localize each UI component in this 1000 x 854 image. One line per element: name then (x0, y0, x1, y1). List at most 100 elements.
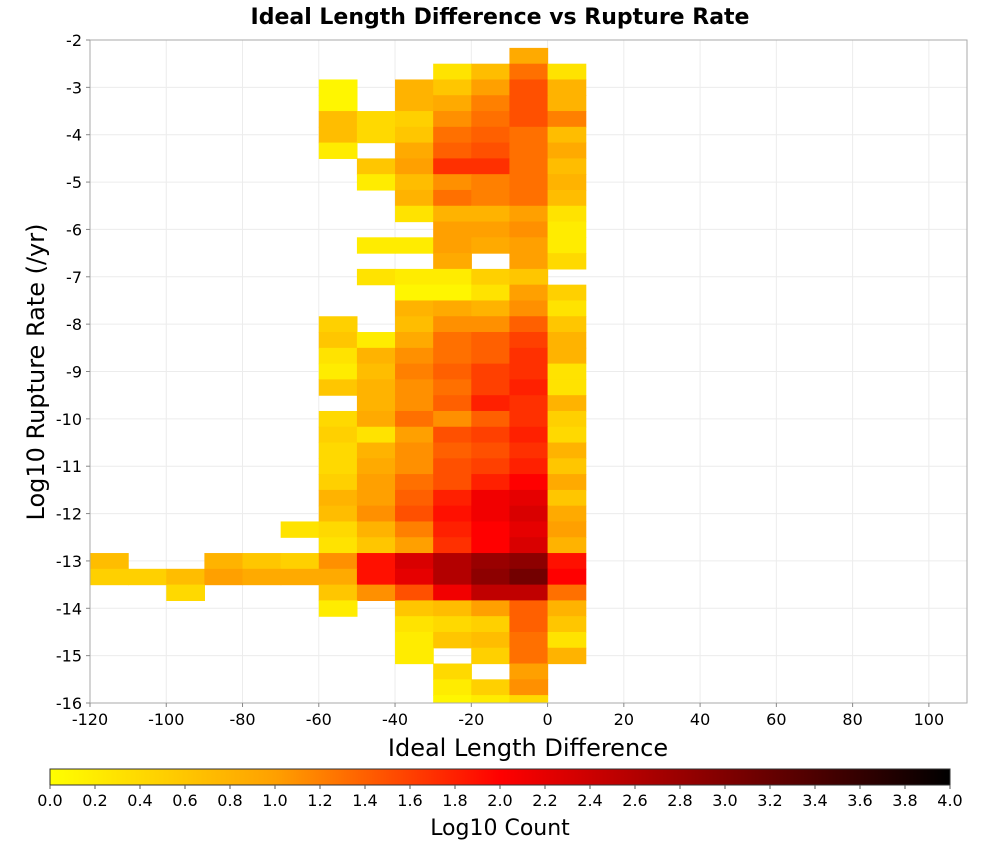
y-tick-label: -8 (66, 315, 82, 334)
heatmap-cell (433, 474, 472, 491)
heatmap-cell (471, 584, 511, 601)
heatmap-cell (433, 458, 472, 475)
heatmap-cell (433, 426, 472, 444)
heatmap-cell (395, 489, 434, 507)
heatmap-cell (471, 505, 511, 523)
heatmap-cell (547, 111, 587, 128)
heatmap-cell (356, 347, 396, 365)
y-tick-label: -2 (66, 31, 82, 50)
heatmap-cell (509, 221, 549, 238)
heatmap-cell (318, 332, 358, 349)
heatmap-cell (509, 332, 549, 349)
heatmap-cell (471, 395, 511, 412)
heatmap-cell (395, 505, 434, 523)
heatmap-cell (471, 111, 511, 128)
heatmap-cell (395, 79, 434, 96)
heatmap-cell (433, 442, 472, 459)
heatmap-cell (471, 158, 511, 175)
heatmap-cell (166, 584, 205, 601)
heatmap-cell (395, 395, 434, 412)
heatmap-cell (509, 426, 549, 444)
heatmap-cell (471, 205, 511, 223)
colorbar-ticks: 0.0 0.2 0.4 0.6 0.8 1.0 1.2 1.4 1.6 1.8 2.0 2.2 2.4 2… (37, 785, 963, 810)
heatmap-cell (509, 142, 549, 159)
heatmap-cell (356, 174, 396, 191)
heatmap-cell (509, 537, 549, 554)
heatmap-cell (128, 568, 167, 586)
heatmap-cell (509, 63, 549, 81)
heatmap-cell (395, 568, 434, 586)
heatmap-cell (395, 126, 434, 144)
heatmap-cell (509, 126, 549, 144)
heatmap-cell (395, 647, 434, 665)
heatmap-cell (433, 489, 472, 507)
heatmap-cell (509, 474, 549, 491)
heatmap-cell (509, 237, 549, 254)
heatmap-cell (395, 111, 434, 128)
heatmap-cell (356, 568, 396, 586)
heatmap-cell (395, 95, 434, 112)
heatmap-cell (471, 553, 511, 570)
x-tick-label: 20 (614, 710, 634, 729)
heatmap-cell (471, 474, 511, 491)
y-tick-label: -13 (56, 552, 82, 571)
heatmap-cells (90, 47, 587, 743)
x-tick-label: -20 (458, 710, 484, 729)
heatmap-cell (318, 553, 358, 570)
heatmap-cell (433, 111, 472, 128)
heatmap-cell (547, 300, 587, 317)
heatmap-cell (433, 79, 472, 96)
heatmap-cell (509, 647, 549, 665)
heatmap-cell (471, 631, 511, 649)
heatmap-cell (356, 126, 396, 144)
heatmap-cell (509, 410, 549, 428)
colorbar-tick-label: 0.4 (127, 791, 152, 810)
heatmap-cell (547, 600, 587, 617)
heatmap-cell (356, 379, 396, 396)
heatmap-cell (547, 537, 587, 554)
heatmap-cell (547, 379, 587, 396)
heatmap-cell (395, 426, 434, 444)
heatmap-cell (433, 568, 472, 586)
x-tick-label: -80 (229, 710, 255, 729)
heatmap-cell (509, 79, 549, 96)
heatmap-cell (509, 363, 549, 380)
heatmap-cell (547, 126, 587, 144)
heatmap-cell (433, 363, 472, 380)
heatmap-cell (395, 616, 434, 633)
heatmap-cell (471, 63, 511, 81)
y-tick-label: -9 (66, 363, 82, 382)
heatmap-cell (547, 489, 587, 507)
heatmap-cell (395, 205, 434, 223)
heatmap-cell (395, 332, 434, 349)
heatmap-cell (356, 474, 396, 491)
heatmap-cell (356, 332, 396, 349)
heatmap-cell (547, 158, 587, 175)
heatmap-cell (318, 600, 358, 617)
colorbar-tick-label: 3.2 (757, 791, 782, 810)
heatmap-cell (471, 489, 511, 507)
heatmap-cell (547, 189, 587, 207)
heatmap-cell (509, 189, 549, 207)
heatmap-cell (547, 474, 587, 491)
heatmap-cell (509, 268, 549, 286)
heatmap-cell (471, 79, 511, 96)
heatmap-cell (433, 95, 472, 112)
heatmap-cell (433, 584, 472, 601)
heatmap-cell (433, 142, 472, 159)
x-tick-label: -100 (148, 710, 184, 729)
heatmap-cell (128, 727, 167, 743)
heatmap-cell (395, 174, 434, 191)
x-axis-label: Ideal Length Difference (388, 734, 668, 762)
heatmap-cell (547, 521, 587, 538)
heatmap-cell (395, 158, 434, 175)
heatmap-cell (509, 521, 549, 538)
colorbar-tick-label: 0.8 (217, 791, 242, 810)
heatmap-cell (471, 221, 511, 238)
heatmap-cell (433, 600, 472, 617)
x-tick-label: -60 (306, 710, 332, 729)
heatmap-cell (280, 568, 320, 586)
heatmap-cell (509, 616, 549, 633)
colorbar-tick-label: 4.0 (937, 791, 962, 810)
heatmap-cell (280, 521, 320, 538)
